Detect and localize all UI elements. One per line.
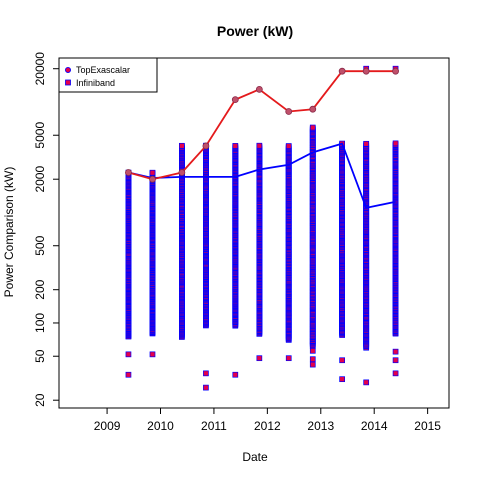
topexascalar-point — [392, 67, 399, 75]
x-tick-label: 2010 — [147, 419, 174, 433]
legend: TopExascalar Infiniband — [58, 57, 158, 93]
infiniband-column-2 — [179, 142, 185, 340]
topexascalar-point — [149, 175, 156, 183]
infiniband-outlier — [363, 379, 370, 386]
topexascalar-point — [178, 169, 186, 176]
infiniband-outlier — [392, 357, 399, 364]
plot-frame — [58, 57, 450, 409]
infiniband-point — [232, 143, 239, 149]
infiniband-point — [363, 140, 370, 147]
infiniband-column-7 — [309, 124, 316, 368]
infiniband-outlier — [309, 347, 316, 354]
chart-title: Power (kW) — [217, 23, 293, 39]
infiniband-outlier — [285, 355, 292, 362]
y-axis-label: Power Comparison (kW) — [2, 167, 16, 298]
infiniband-outlier — [392, 370, 399, 377]
infiniband-outlier — [125, 351, 132, 358]
x-tick-label: 2015 — [414, 419, 441, 433]
topexascalar-point — [125, 169, 132, 176]
y-tick-label: 200 — [33, 279, 47, 299]
marks-layer — [125, 65, 399, 391]
y-tick-label: 5000 — [33, 122, 47, 149]
infiniband-column-5 — [256, 142, 263, 362]
legend-label-topexascalar: TopExascalar — [76, 65, 130, 75]
topexascalar-point — [338, 67, 346, 75]
infiniband-outlier — [203, 384, 209, 391]
x-tick-label: 2013 — [307, 419, 334, 433]
infiniband-point — [256, 142, 263, 149]
x-axis-label: Date — [242, 450, 268, 464]
topexascalar-point — [309, 105, 317, 113]
infiniband-outlier — [232, 371, 239, 378]
x-tick-label: 2009 — [94, 419, 121, 433]
legend-marker-topexascalar — [65, 67, 72, 74]
infiniband-point — [179, 142, 185, 149]
infiniband-column-3 — [203, 142, 209, 391]
topexascalar-point — [231, 96, 239, 104]
infiniband-point — [309, 124, 316, 131]
infiniband-point — [149, 169, 156, 176]
infiniband-column-6 — [285, 143, 292, 362]
infiniband-outlier — [203, 370, 209, 377]
y-tick-label: 20 — [33, 393, 47, 407]
infiniband-outlier — [125, 371, 132, 378]
topexascalar-point — [202, 142, 210, 150]
y-tick-label: 2000 — [33, 166, 47, 193]
infiniband-outlier — [392, 348, 399, 355]
infiniband-column-10 — [392, 65, 399, 377]
x-tick-label: 2011 — [201, 419, 227, 433]
x-tick-label: 2014 — [361, 419, 388, 433]
infiniband-outlier — [149, 351, 156, 358]
y-tick-label: 100 — [33, 313, 47, 333]
infiniband-outlier — [256, 355, 263, 362]
infiniband-column-9 — [363, 65, 370, 386]
y-tick-label: 50 — [33, 349, 47, 363]
infiniband-line — [128, 142, 396, 209]
infiniband-column-8 — [339, 140, 346, 383]
topexascalar-point — [285, 108, 293, 115]
infiniband-point — [392, 140, 399, 147]
infiniband-outlier — [309, 361, 316, 368]
infiniband-outlier — [339, 357, 346, 364]
legend-label-infiniband: Infiniband — [76, 78, 115, 88]
topexascalar-point — [255, 85, 263, 93]
y-tick-label: 500 — [33, 235, 47, 255]
topexascalar-point — [362, 67, 370, 75]
x-tick-label: 2012 — [254, 419, 281, 433]
y-tick-label: 20000 — [33, 52, 47, 86]
infiniband-column-0 — [125, 169, 132, 378]
axes-layer: 2009 2010 2011 2012 2013 2014 2015 20 50 100 200 50… — [33, 52, 441, 433]
infiniband-column-1 — [149, 169, 156, 358]
legend-box — [58, 57, 158, 93]
infiniband-outlier — [339, 376, 346, 383]
infiniband-outlier — [309, 356, 316, 363]
infiniband-column-4 — [232, 143, 239, 378]
legend-marker-infiniband — [65, 79, 71, 86]
infiniband-point — [285, 143, 292, 149]
